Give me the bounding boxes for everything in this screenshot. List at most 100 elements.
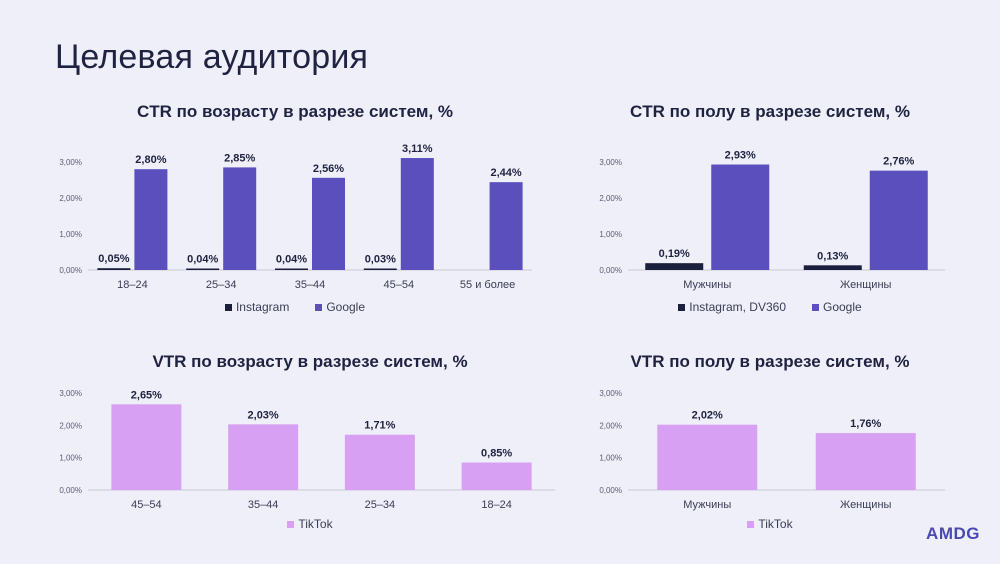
legend-item: Instagram — [224, 300, 290, 314]
chart-title: VTR по возрасту в разрезе систем, % — [152, 352, 468, 371]
data-label: 3,11% — [402, 143, 433, 155]
chart-legend: TikTok — [590, 517, 950, 531]
x-tick-label: Мужчины — [683, 499, 731, 511]
chart-ctr-age-plot: 0,00% 1,00% 2,00% 3,00% 0,05% 2,80% 18–24 0,04%… — [59, 143, 532, 291]
bar-instagram-3 — [363, 268, 397, 270]
legend-item: TikTok — [287, 517, 333, 531]
chart-vtr-gender-plot: 0,00% 1,00% 2,00% 3,00% 2,02% Мужчины 1,76% Жен… — [599, 389, 945, 511]
bar-instagram-dv360-0 — [645, 263, 704, 270]
data-label: 2,65% — [131, 389, 162, 401]
x-tick-label: 45–54 — [131, 499, 162, 511]
data-label: 0,04% — [276, 254, 307, 266]
data-label: 0,13% — [817, 250, 848, 262]
bar-tiktok-0 — [111, 404, 182, 490]
legend-item: TikTok — [747, 517, 793, 531]
legend-swatch — [287, 520, 295, 528]
data-label: 2,76% — [883, 156, 914, 168]
legend-swatch — [747, 520, 755, 528]
x-tick-label: 35–44 — [248, 499, 279, 511]
legend-label: Google — [823, 300, 862, 314]
legend-swatch — [315, 303, 323, 311]
legend-label: Instagram — [235, 300, 290, 314]
data-label: 0,03% — [365, 254, 396, 266]
x-tick-label: Женщины — [840, 279, 891, 291]
x-tick-label: Мужчины — [683, 279, 731, 291]
legend-swatch — [678, 303, 686, 311]
chart-title: VTR по полу в разрезе систем, % — [630, 352, 910, 371]
chart-title: CTR по возрасту в разрезе систем, % — [136, 102, 454, 121]
bar-google-4 — [489, 182, 523, 270]
y-tick-label: 1,00% — [59, 230, 82, 239]
y-tick-label: 0,00% — [599, 266, 622, 275]
chart-vtr-gender: VTR по полу в разрезе систем, % 0,00% 1,0… — [590, 350, 950, 540]
y-tick-label: 3,00% — [599, 158, 622, 167]
bar-instagram-1 — [186, 268, 220, 270]
legend-item: Google — [812, 300, 862, 314]
y-tick-label: 3,00% — [59, 389, 82, 398]
chart-legend: Instagram Google — [50, 300, 540, 314]
y-tick-label: 3,00% — [599, 389, 622, 398]
data-label: 2,85% — [224, 152, 255, 164]
y-tick-label: 0,00% — [59, 486, 82, 495]
bar-instagram-0 — [97, 268, 131, 270]
legend-swatch — [224, 303, 232, 311]
chart-vtr-age-plot: 0,00% 1,00% 2,00% 3,00% 2,65% 45–54 2,03% 35–44… — [59, 389, 555, 511]
x-tick-label: 35–44 — [295, 279, 326, 291]
legend-label: TikTok — [298, 517, 333, 531]
y-tick-label: 2,00% — [599, 421, 622, 430]
chart-vtr-age: VTR по возрасту в разрезе систем, % 0,00… — [50, 350, 570, 540]
chart-ctr-age: CTR по возрасту в разрезе систем, % 0,00… — [50, 100, 540, 320]
y-tick-label: 0,00% — [599, 486, 622, 495]
legend-label: TikTok — [758, 517, 793, 531]
bar-tiktok-3 — [461, 462, 532, 490]
legend-swatch — [812, 303, 819, 311]
y-tick-label: 0,00% — [59, 266, 82, 275]
bar-google-1 — [869, 170, 928, 270]
y-tick-label: 1,00% — [599, 454, 622, 463]
data-label: 0,85% — [481, 448, 512, 460]
data-label: 1,71% — [364, 420, 395, 432]
amdg-logo: AMDG — [926, 524, 980, 543]
bar-instagram-dv360-1 — [803, 265, 862, 270]
y-tick-label: 2,00% — [599, 194, 622, 203]
legend-label: Google — [326, 300, 366, 314]
legend-label: Instagram, DV360 — [689, 300, 786, 314]
x-tick-label: Женщины — [840, 499, 891, 511]
y-tick-label: 1,00% — [599, 230, 622, 239]
x-tick-label: 18–24 — [117, 279, 148, 291]
data-label: 0,05% — [98, 253, 129, 265]
chart-ctr-gender: CTR по полу в разрезе систем, % 0,00% 1,0… — [590, 100, 950, 320]
x-tick-label: 55 и более — [460, 279, 515, 291]
chart-legend: TikTok — [50, 517, 570, 531]
chart-legend: Instagram, DV360 Google — [590, 300, 950, 314]
data-label: 2,93% — [725, 150, 756, 162]
bar-google-1 — [223, 167, 257, 270]
bar-tiktok-1 — [228, 424, 299, 490]
bar-tiktok-0 — [657, 424, 758, 490]
x-tick-label: 25–34 — [365, 499, 396, 511]
legend-item: Google — [315, 300, 365, 314]
bar-google-0 — [711, 164, 770, 270]
bar-google-2 — [312, 177, 345, 270]
y-tick-label: 3,00% — [59, 158, 82, 167]
data-label: 2,44% — [490, 167, 521, 179]
data-label: 2,02% — [692, 410, 723, 422]
y-tick-label: 2,00% — [59, 421, 82, 430]
data-label: 1,76% — [850, 418, 881, 430]
data-label: 2,03% — [248, 409, 279, 421]
data-label: 0,19% — [659, 248, 690, 260]
data-label: 2,56% — [313, 163, 344, 175]
data-label: 0,04% — [187, 254, 218, 266]
x-tick-label: 18–24 — [481, 499, 512, 511]
bar-google-0 — [134, 169, 168, 270]
bar-instagram-2 — [275, 268, 308, 270]
y-tick-label: 2,00% — [59, 194, 82, 203]
x-tick-label: 45–54 — [384, 279, 415, 291]
legend-item: Instagram, DV360 — [678, 300, 786, 314]
y-tick-label: 1,00% — [59, 454, 82, 463]
bar-google-3 — [400, 158, 434, 270]
page-title: Целевая аудитория — [55, 38, 369, 76]
chart-title: CTR по полу в разрезе систем, % — [630, 102, 910, 121]
bar-tiktok-1 — [815, 433, 916, 490]
x-tick-label: 25–34 — [206, 279, 237, 291]
